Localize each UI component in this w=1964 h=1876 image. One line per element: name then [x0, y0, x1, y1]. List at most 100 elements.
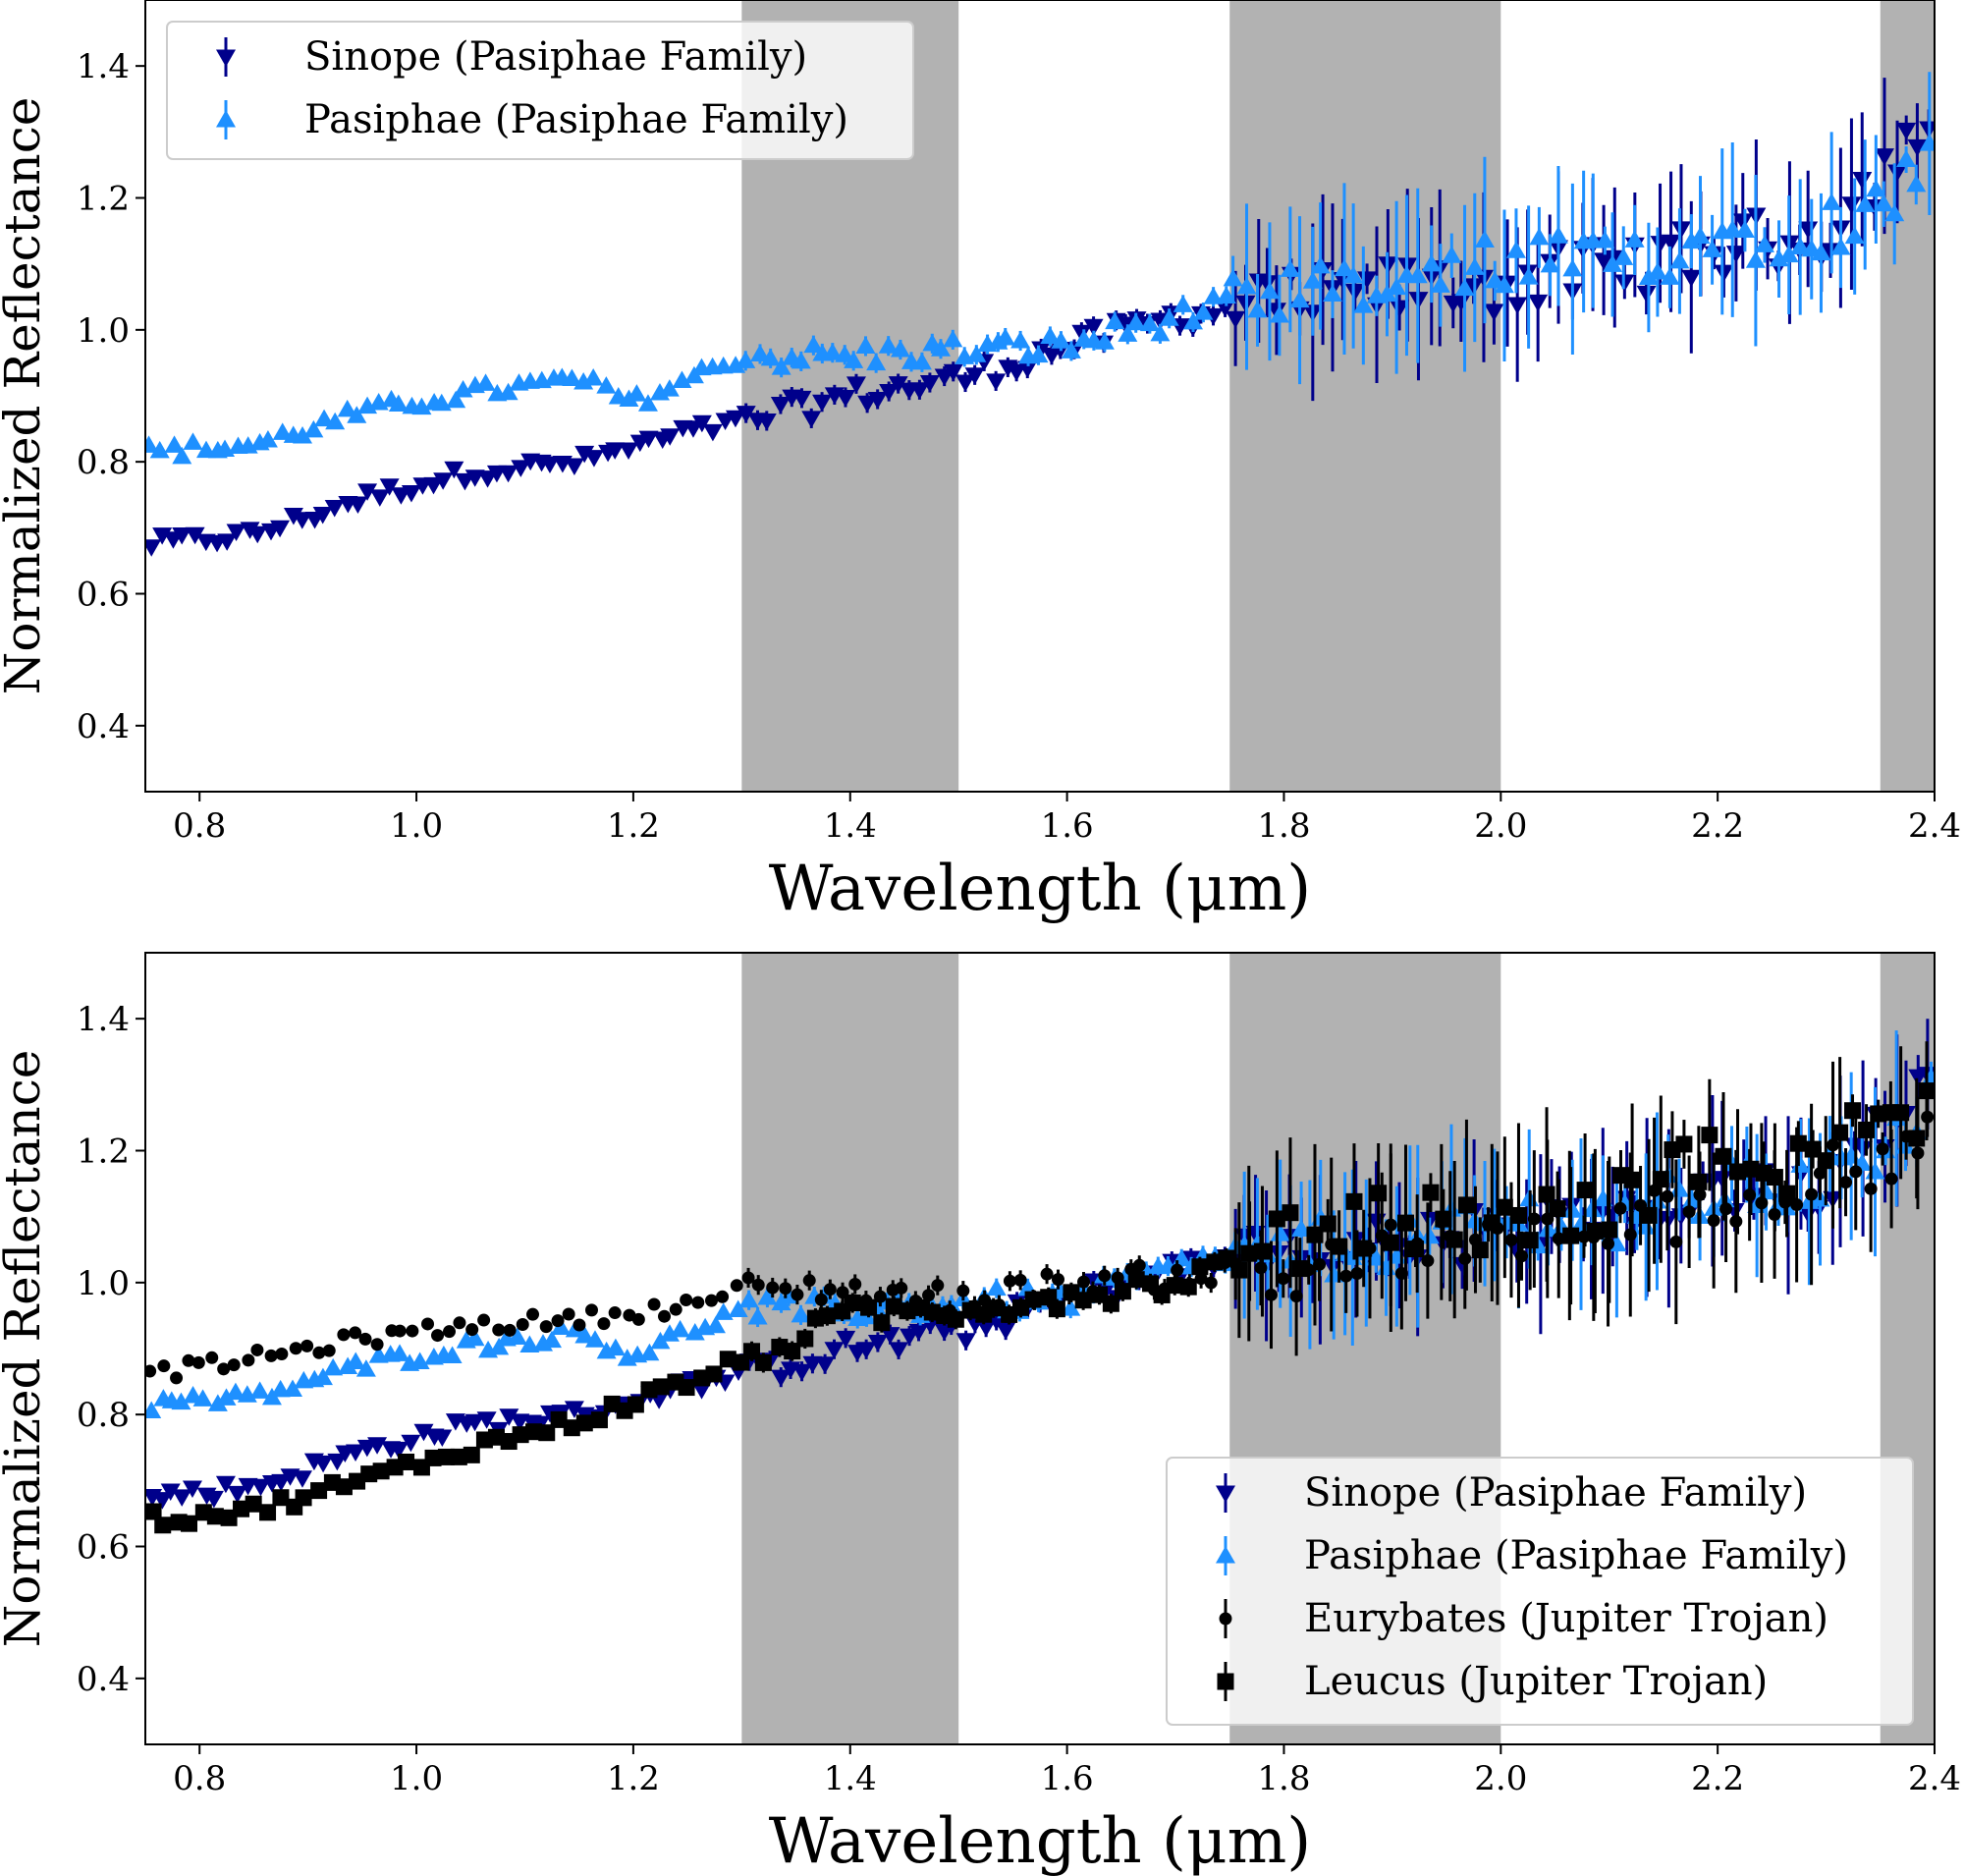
data-point [171, 1392, 191, 1410]
data-point [1831, 1124, 1849, 1141]
data-point [672, 370, 692, 388]
data-point [705, 1365, 723, 1383]
data-point [327, 1453, 348, 1471]
data-point [1074, 1292, 1092, 1309]
data-point [583, 367, 604, 386]
data-point [575, 1414, 593, 1432]
data-point [1813, 1167, 1827, 1181]
x-tick-label: 1.2 [607, 1759, 660, 1798]
data-point [413, 1423, 434, 1442]
data-point [1048, 1300, 1065, 1318]
y-tick-label: 0.6 [77, 1528, 130, 1568]
data-point [1702, 240, 1722, 257]
data-point [966, 345, 987, 362]
data-point [519, 1335, 540, 1352]
data-point [702, 423, 723, 442]
data-point [1118, 324, 1138, 342]
data-point [1790, 237, 1811, 254]
data-point [1613, 248, 1634, 265]
data-point [1582, 1199, 1603, 1218]
data-point [1125, 312, 1146, 331]
data-point [272, 1489, 290, 1507]
data-point [1908, 1130, 1926, 1147]
x-tick-label: 2.0 [1474, 806, 1527, 846]
data-point [152, 1492, 173, 1510]
data-point [1623, 1171, 1641, 1188]
y-tick-label: 0.8 [77, 443, 130, 482]
data-point [512, 1426, 529, 1444]
data-point [1586, 1222, 1604, 1240]
data-point [164, 435, 185, 453]
data-point [719, 1351, 736, 1368]
data-point [1204, 1276, 1218, 1290]
data-point [890, 340, 910, 358]
data-point [464, 1413, 485, 1432]
data-point [1729, 1215, 1743, 1229]
y-tick-label: 0.4 [77, 1660, 130, 1699]
data-point [1647, 262, 1667, 280]
data-point [145, 435, 159, 453]
x-axis-label: Wavelength (μm) [769, 1805, 1311, 1876]
data-point [257, 429, 278, 448]
series-square [145, 1041, 1935, 1534]
data-point [250, 1478, 271, 1497]
data-point [880, 1327, 900, 1345]
data-point [1407, 1241, 1425, 1258]
data-point [597, 1317, 611, 1331]
data-point [464, 1328, 485, 1347]
data-point [1435, 1210, 1452, 1228]
data-point [754, 1353, 772, 1371]
data-point [705, 1315, 726, 1334]
data-point [691, 414, 712, 433]
data-point [1484, 303, 1504, 321]
data-point [564, 1401, 584, 1418]
data-point [1766, 1169, 1783, 1186]
data-point [1864, 1182, 1878, 1195]
data-point [1858, 1121, 1876, 1138]
data-point [538, 1424, 556, 1442]
data-point [956, 1284, 970, 1297]
data-point [1031, 341, 1052, 359]
data-point [446, 390, 466, 409]
data-point [563, 1419, 580, 1437]
data-point [1291, 1219, 1312, 1238]
data-point [398, 1453, 415, 1470]
data-point [1549, 1200, 1566, 1218]
data-point [684, 1323, 705, 1341]
data-point [1745, 250, 1766, 268]
data-point [1661, 234, 1681, 252]
data-point [899, 1302, 916, 1320]
data-point [313, 1455, 334, 1473]
x-tick-label: 2.4 [1908, 1759, 1961, 1798]
data-point [323, 1357, 344, 1376]
data-point [888, 376, 908, 394]
data-point [1166, 1277, 1183, 1295]
data-point [551, 1314, 565, 1328]
data-point [844, 351, 864, 368]
data-point [1382, 1234, 1399, 1251]
data-point [322, 1344, 336, 1357]
data-point [1277, 1272, 1290, 1286]
legend-label: Pasiphae (Pasiphae Family) [304, 97, 848, 142]
data-point [205, 1351, 219, 1364]
data-point [182, 1353, 195, 1367]
data-point [791, 1304, 811, 1323]
data-point [1906, 174, 1927, 193]
data-point [1334, 258, 1354, 277]
data-point [1483, 1214, 1500, 1232]
data-point [145, 1401, 162, 1419]
y-axis-ticks: 0.4 0.6 0.8 1.0 1.2 1.4 [77, 1000, 145, 1699]
data-point [185, 526, 205, 545]
data-point [922, 1289, 936, 1302]
data-point [779, 1282, 792, 1296]
data-point [245, 1495, 262, 1513]
data-point [432, 1429, 453, 1447]
data-point [1236, 276, 1257, 295]
data-point [476, 1411, 497, 1429]
data-point [145, 539, 162, 557]
data-point [355, 1359, 376, 1377]
data-point [562, 368, 582, 386]
data-point [751, 1278, 765, 1292]
data-point [908, 1323, 929, 1342]
